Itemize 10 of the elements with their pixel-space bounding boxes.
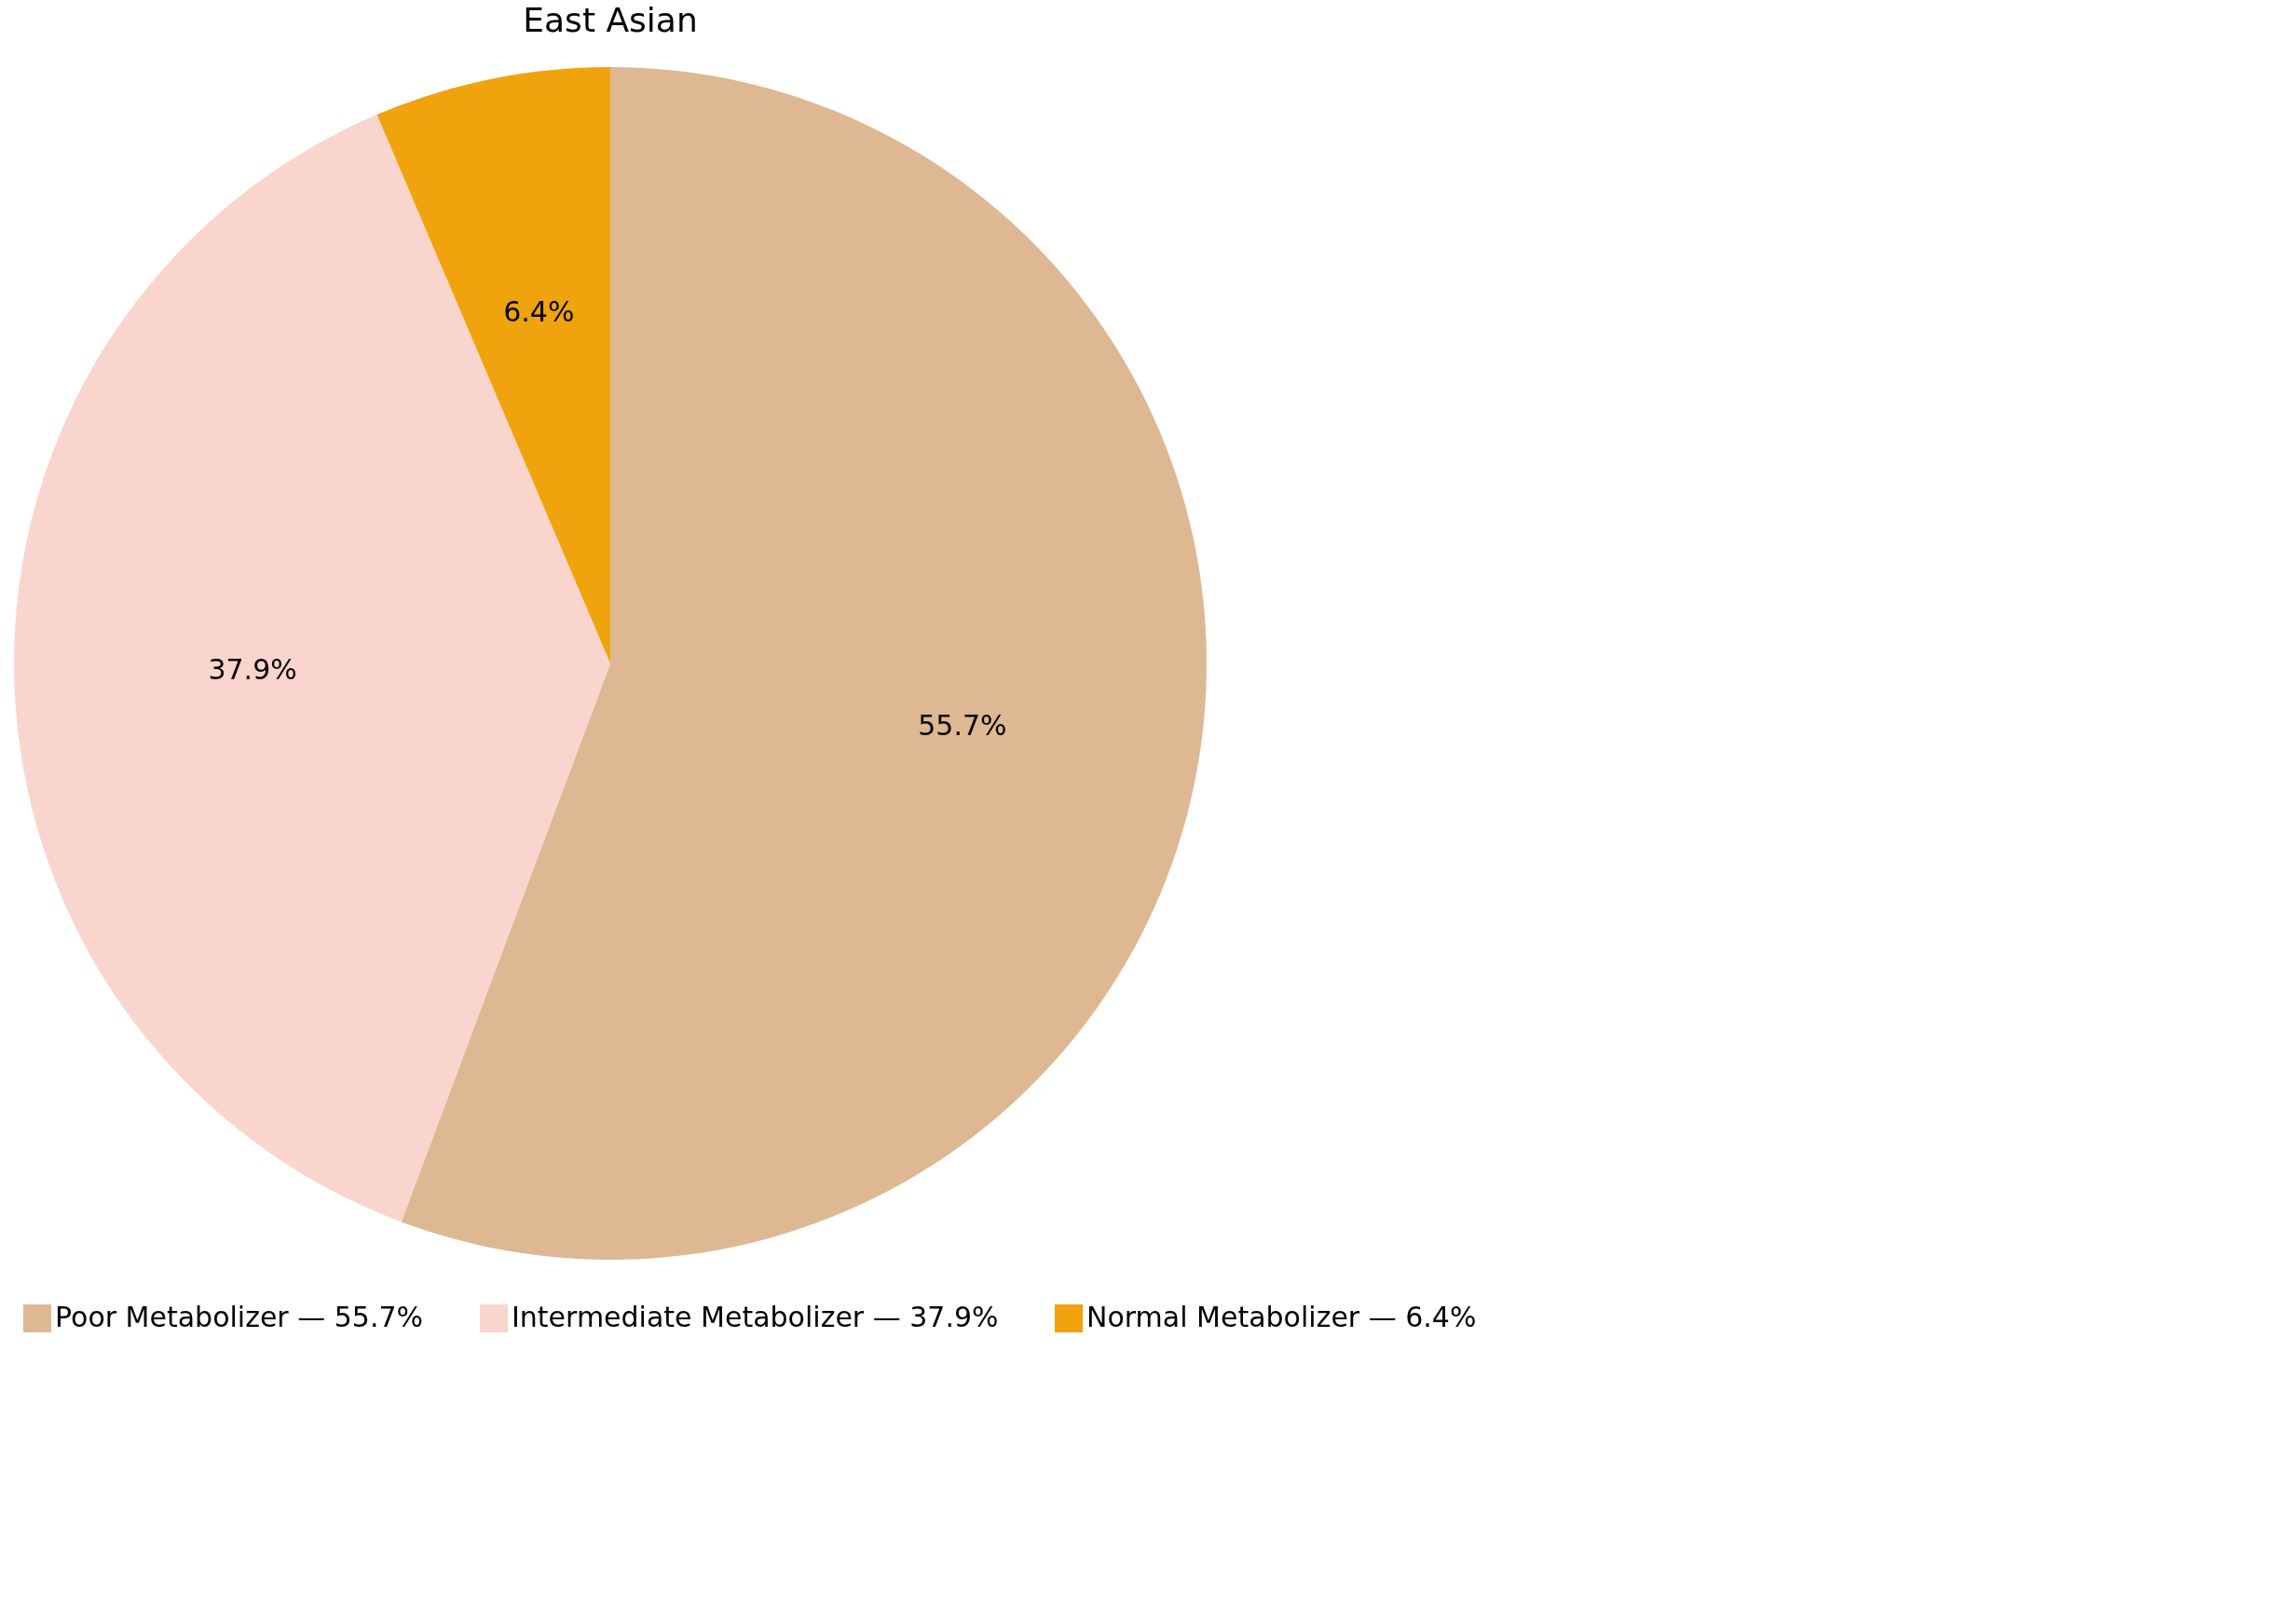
chart-title: East Asian bbox=[523, 1, 698, 39]
pie-slice bbox=[14, 115, 610, 1222]
pie-slice bbox=[401, 67, 1207, 1260]
data-label: 37.9% bbox=[208, 653, 297, 687]
pie-slice bbox=[376, 67, 610, 663]
legend-label: Intermediate Metabolizer — 37.9% bbox=[512, 1301, 999, 1333]
data-label: 6.4% bbox=[503, 294, 575, 328]
data-label: 55.7% bbox=[918, 709, 1007, 743]
legend-label: Poor Metabolizer — 55.7% bbox=[55, 1301, 424, 1333]
legend-label: Normal Metabolizer — 6.4% bbox=[1086, 1301, 1477, 1333]
